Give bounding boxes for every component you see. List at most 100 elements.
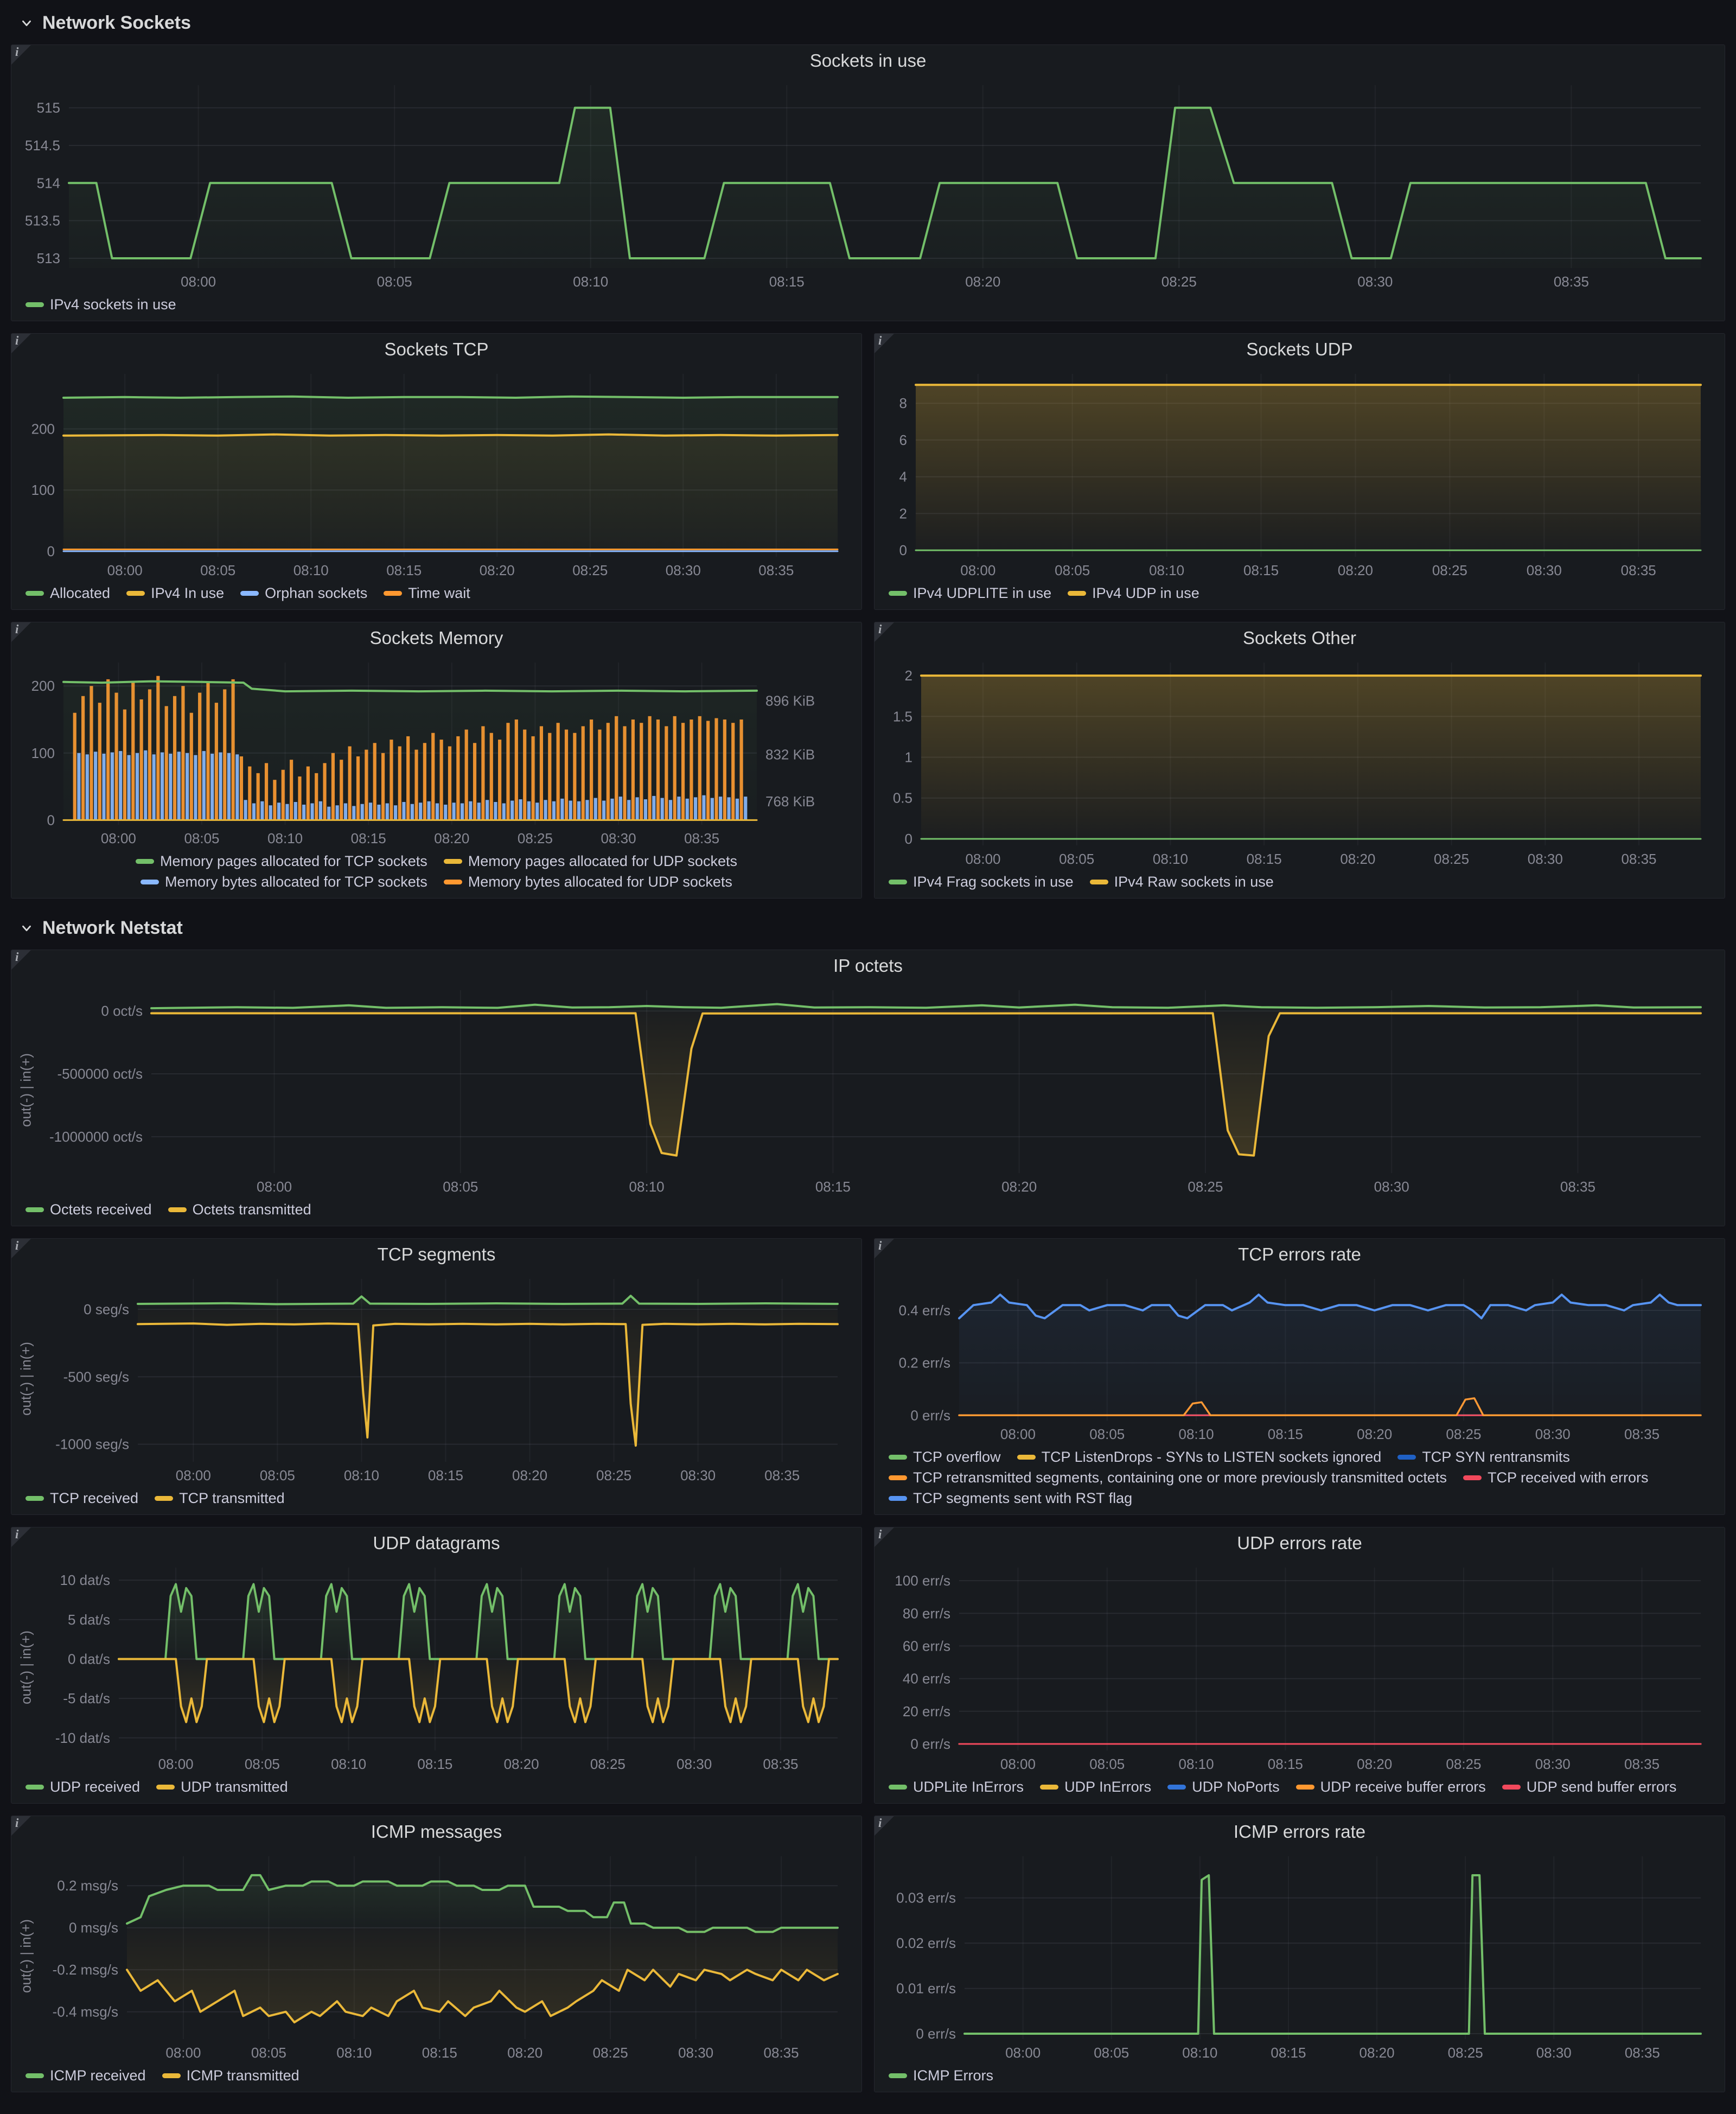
panel-header[interactable]: ICMP errors rate (875, 1816, 1725, 1848)
info-icon[interactable]: i (878, 622, 882, 636)
legend-item[interactable]: TCP retransmitted segments, containing o… (889, 1469, 1447, 1486)
time-series-chart[interactable]: 08:00 08:05 08:10 08:15 08:20 08:25 08:30 08:35… (878, 1848, 1720, 2064)
time-series-chart[interactable]: 08:00 08:05 08:10 08:15 08:20 08:25 08:30 08:35… (878, 654, 1720, 870)
legend-item[interactable]: IPv4 sockets in use (25, 296, 176, 313)
time-series-chart[interactable]: 08:00 08:05 08:10 08:15 08:20 08:25 08:30 08:35… (15, 77, 1720, 293)
legend-item[interactable]: TCP SYN rentransmits (1397, 1449, 1570, 1466)
panel-info-corner[interactable] (875, 1527, 894, 1547)
panel-header[interactable]: IP octets (11, 950, 1725, 982)
time-series-chart[interactable]: 08:00 08:05 08:10 08:15 08:20 08:25 08:30 08:35… (37, 1848, 857, 2064)
panel-title[interactable]: UDP errors rate (1237, 1533, 1362, 1553)
legend-item[interactable]: TCP overflow (889, 1449, 1001, 1466)
svg-text:08:00: 08:00 (960, 562, 995, 578)
legend-item[interactable]: UDP InErrors (1040, 1779, 1151, 1795)
info-icon[interactable]: i (15, 1816, 19, 1830)
legend-item[interactable]: ICMP transmitted (162, 2067, 299, 2084)
panel-header[interactable]: TCP errors rate (875, 1239, 1725, 1270)
panel-title[interactable]: TCP segments (377, 1244, 496, 1264)
panel-header[interactable]: ICMP messages (11, 1816, 861, 1848)
info-icon[interactable]: i (15, 334, 19, 347)
legend-item[interactable]: IPv4 Frag sockets in use (889, 874, 1074, 890)
panel-header[interactable]: UDP errors rate (875, 1527, 1725, 1559)
legend-item[interactable]: TCP segments sent with RST flag (889, 1490, 1132, 1507)
legend-item[interactable]: Octets transmitted (168, 1201, 311, 1218)
panel-info-corner[interactable] (11, 1527, 31, 1547)
panel-title[interactable]: ICMP messages (371, 1822, 502, 1842)
svg-text:80 err/s: 80 err/s (903, 1605, 950, 1621)
panel-info-corner[interactable] (875, 1816, 894, 1836)
legend-item[interactable]: UDP send buffer errors (1502, 1779, 1676, 1795)
panel-info-corner[interactable] (11, 622, 31, 642)
time-series-chart[interactable]: 08:00 08:05 08:10 08:15 08:20 08:25 08:30 08:35… (878, 1270, 1720, 1446)
panel-header[interactable]: Sockets in use (11, 45, 1725, 77)
time-series-chart[interactable]: 08:00 08:05 08:10 08:15 08:20 08:25 08:30 08:35… (15, 365, 857, 582)
legend-item[interactable]: ICMP Errors (889, 2067, 993, 2084)
legend-item[interactable]: Memory bytes allocated for TCP sockets (141, 874, 427, 890)
time-series-chart[interactable]: 08:00 08:05 08:10 08:15 08:20 08:25 08:30 08:35… (37, 1559, 857, 1775)
legend-item[interactable]: Orphan sockets (240, 585, 367, 602)
info-icon[interactable]: i (878, 1527, 882, 1541)
legend-item[interactable]: Memory pages allocated for UDP sockets (443, 853, 737, 870)
legend-item[interactable]: TCP transmitted (155, 1490, 285, 1507)
time-series-chart[interactable]: 08:00 08:05 08:10 08:15 08:20 08:25 08:30 08:35… (878, 1559, 1720, 1775)
legend-item[interactable]: UDP NoPorts (1167, 1779, 1280, 1795)
legend-item[interactable]: Memory bytes allocated for UDP sockets (443, 874, 732, 890)
legend-item[interactable]: Octets received (25, 1201, 152, 1218)
legend-item[interactable]: TCP received (25, 1490, 138, 1507)
panel-icmp-errors-rate: i ICMP errors rate 08:00 08:05 08:10 08:15 0… (874, 1816, 1725, 2092)
legend-item[interactable]: Allocated (25, 585, 110, 602)
info-icon[interactable]: i (878, 1816, 882, 1830)
legend-item[interactable]: Time wait (384, 585, 470, 602)
legend-item[interactable]: UDPLite InErrors (889, 1779, 1024, 1795)
panel-info-corner[interactable] (11, 334, 31, 353)
legend-item[interactable]: TCP ListenDrops - SYNs to LISTEN sockets… (1017, 1449, 1381, 1466)
panel-info-corner[interactable] (11, 950, 31, 970)
legend-item[interactable]: Memory pages allocated for TCP sockets (136, 853, 427, 870)
legend-item[interactable]: IPv4 In use (126, 585, 224, 602)
info-icon[interactable]: i (15, 622, 19, 636)
panel-title[interactable]: ICMP errors rate (1233, 1822, 1366, 1842)
panel-header[interactable]: Sockets Memory (11, 622, 861, 654)
time-series-chart[interactable]: 08:00 08:05 08:10 08:15 08:20 08:25 08:30 08:35… (15, 654, 857, 850)
panel-info-corner[interactable] (875, 622, 894, 642)
panel-header[interactable]: Sockets Other (875, 622, 1725, 654)
panel-info-corner[interactable] (11, 45, 31, 65)
panel-info-corner[interactable] (875, 1239, 894, 1258)
panel-title[interactable]: UDP datagrams (373, 1533, 500, 1553)
panel-header[interactable]: Sockets TCP (11, 334, 861, 365)
panel-title[interactable]: Sockets in use (809, 50, 927, 71)
chart-canvas: 08:00 08:05 08:10 08:15 08:20 08:25 08:30 08:35… (899, 374, 1702, 578)
panel-header[interactable]: TCP segments (11, 1239, 861, 1270)
legend-item[interactable]: IPv4 UDP in use (1068, 585, 1199, 602)
legend-item[interactable]: UDP received (25, 1779, 140, 1795)
panel-info-corner[interactable] (875, 334, 894, 353)
section-header-network-netstat[interactable]: Network Netstat (11, 910, 1725, 945)
legend-item[interactable]: UDP receive buffer errors (1295, 1779, 1486, 1795)
info-icon[interactable]: i (15, 1239, 19, 1252)
info-icon[interactable]: i (878, 1239, 882, 1252)
time-series-chart[interactable]: 08:00 08:05 08:10 08:15 08:20 08:25 08:30 08:35… (878, 365, 1720, 582)
legend-item[interactable]: IPv4 UDPLITE in use (889, 585, 1051, 602)
panel-header[interactable]: Sockets UDP (875, 334, 1725, 365)
info-icon[interactable]: i (878, 334, 882, 347)
time-series-chart[interactable]: 08:00 08:05 08:10 08:15 08:20 08:25 08:30 08:35… (37, 982, 1720, 1198)
panel-title[interactable]: Sockets Memory (369, 628, 503, 648)
legend-item[interactable]: TCP received with errors (1463, 1469, 1649, 1486)
info-icon[interactable]: i (15, 1527, 19, 1541)
panel-title[interactable]: Sockets UDP (1246, 339, 1353, 359)
panel-info-corner[interactable] (11, 1239, 31, 1258)
legend-item[interactable]: UDP transmitted (156, 1779, 288, 1795)
panel-info-corner[interactable] (11, 1816, 31, 1836)
time-series-chart[interactable]: 08:00 08:05 08:10 08:15 08:20 08:25 08:30 08:35… (37, 1270, 857, 1487)
legend-item[interactable]: ICMP received (25, 2067, 146, 2084)
panel-header[interactable]: UDP datagrams (11, 1527, 861, 1559)
panel-title[interactable]: Sockets TCP (384, 339, 489, 359)
panel-title[interactable]: Sockets Other (1242, 628, 1357, 648)
info-icon[interactable]: i (15, 950, 19, 964)
panel-title[interactable]: IP octets (833, 956, 903, 976)
svg-text:08:30: 08:30 (676, 1756, 712, 1772)
section-header-network-sockets[interactable]: Network Sockets (11, 5, 1725, 40)
panel-title[interactable]: TCP errors rate (1238, 1244, 1361, 1264)
legend-item[interactable]: IPv4 Raw sockets in use (1089, 874, 1274, 890)
info-icon[interactable]: i (15, 45, 19, 59)
